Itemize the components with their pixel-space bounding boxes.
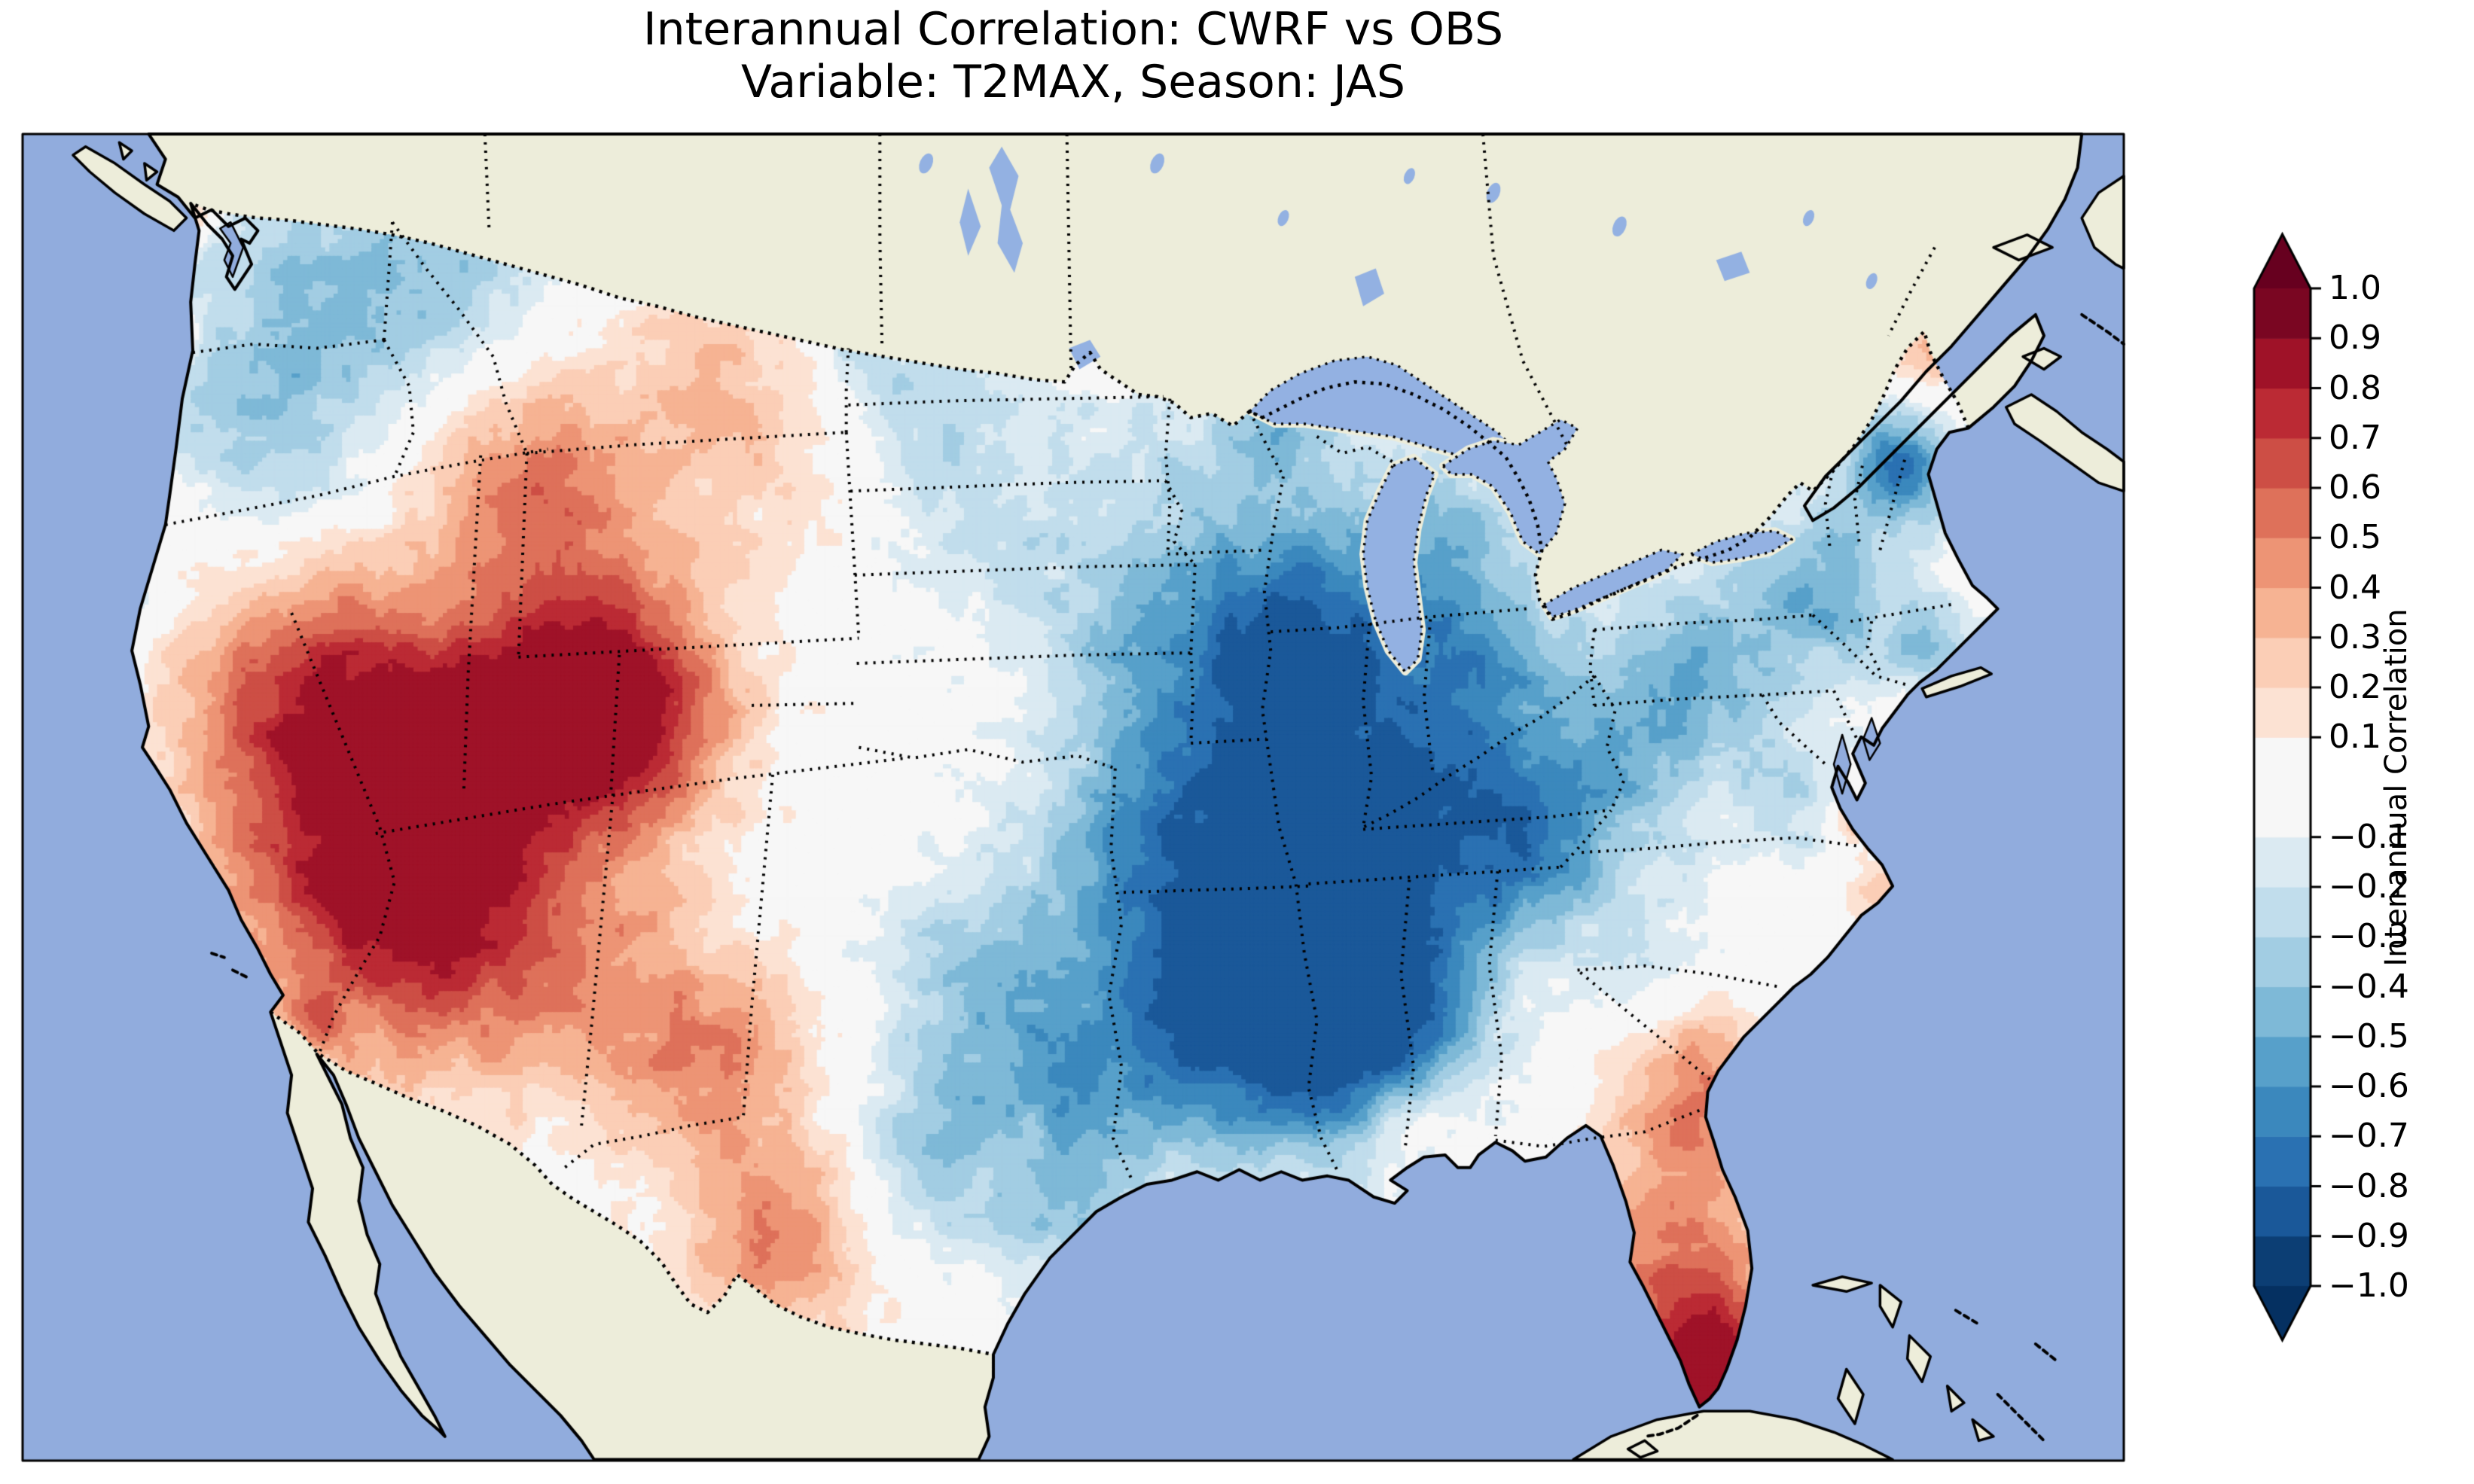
colorbar-tick-label: −0.4: [2329, 967, 2409, 1006]
colorbar-tick-label: 0.1: [2329, 718, 2381, 757]
colorbar-tick-label: 0.6: [2329, 468, 2381, 507]
colorbar-tick-label: −0.2: [2329, 867, 2409, 906]
colorbar-tick-label: 0.7: [2329, 418, 2381, 457]
colorbar-tick-label: 0.5: [2329, 518, 2381, 557]
plot-title-line1: Interannual Correlation: CWRF vs OBS: [642, 3, 1504, 56]
plot-title-line2: Variable: T2MAX, Season: JAS: [741, 56, 1405, 108]
plot-title: Interannual Correlation: CWRF vs OBS Var…: [23, 3, 2124, 108]
colorbar-tick-label: 1.0: [2329, 269, 2381, 307]
colorbar-tick-label: −1.0: [2329, 1266, 2409, 1305]
colorbar-tick-label: −0.1: [2329, 817, 2409, 856]
colorbar-tick-label: −0.8: [2329, 1166, 2409, 1205]
colorbar-axis-label: Inter-annual Correlation: [2379, 608, 2414, 967]
colorbar-tick-label: −0.3: [2329, 917, 2409, 956]
colorbar-tick-label: 0.4: [2329, 568, 2381, 607]
colorbar-tick-label: −0.5: [2329, 1016, 2409, 1056]
colorbar-tick-label: 0.3: [2329, 617, 2381, 657]
colorbar-tick-label: −0.6: [2329, 1067, 2409, 1105]
colorbar-tick-label: 0.2: [2329, 668, 2381, 706]
colorbar-tick-label: −0.9: [2329, 1216, 2409, 1255]
colorbar-tick-label: 0.9: [2329, 318, 2381, 358]
colorbar-tick-label: −0.7: [2329, 1117, 2409, 1156]
colorbar-tick-label: 0.8: [2329, 368, 2381, 407]
